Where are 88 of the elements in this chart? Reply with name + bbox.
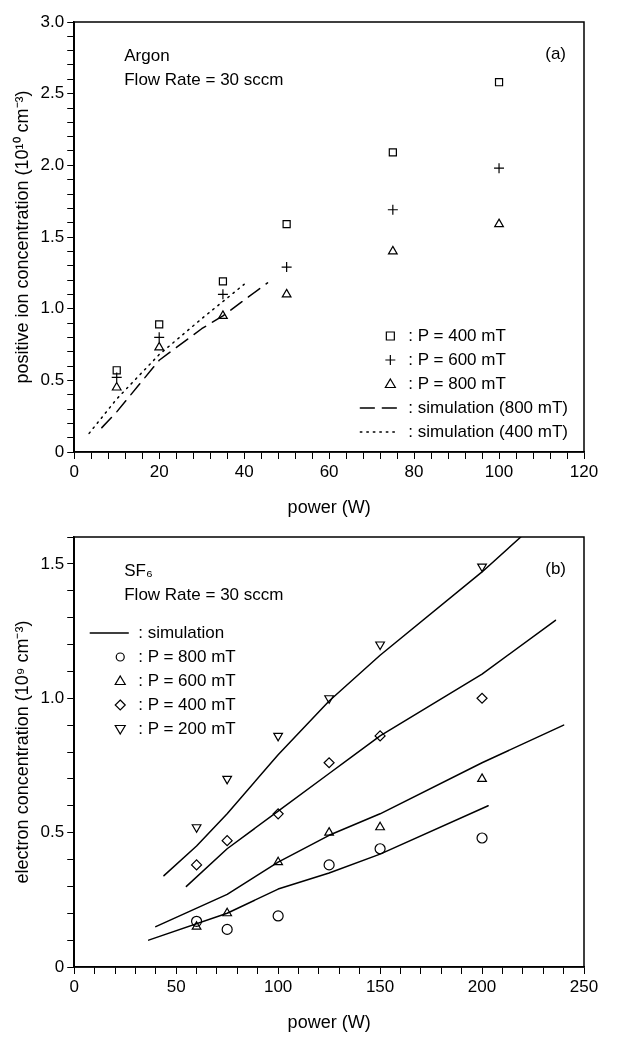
point <box>155 320 164 329</box>
x-tick-label: 120 <box>569 461 599 481</box>
point <box>190 859 203 871</box>
point <box>191 824 202 833</box>
y-tick-label: 1.5 <box>40 226 65 246</box>
point <box>323 757 335 769</box>
point <box>191 921 202 930</box>
legend-label: : P = 400 mT <box>138 694 236 714</box>
point <box>375 821 386 831</box>
point <box>374 730 386 742</box>
y-tick-label: 2.5 <box>40 83 65 103</box>
annotation: Flow Rate = 30 sccm <box>124 584 284 604</box>
legend-label: : P = 200 mT <box>138 718 236 738</box>
point <box>494 78 504 87</box>
point <box>222 907 233 917</box>
line-series <box>101 282 269 429</box>
annotation: (b) <box>545 558 566 578</box>
point <box>387 245 398 255</box>
point <box>494 218 504 228</box>
point <box>282 219 291 229</box>
x-tick-label: 40 <box>234 461 254 481</box>
y-tick-label: 1.5 <box>40 553 65 573</box>
point <box>217 310 228 319</box>
point <box>272 808 284 820</box>
point <box>324 695 335 704</box>
point <box>154 341 165 351</box>
point <box>388 148 397 157</box>
annotation: SF₆ <box>124 560 153 580</box>
x-tick-label: 0 <box>69 976 79 996</box>
point <box>477 563 487 573</box>
point <box>111 381 122 391</box>
x-tick-label: 50 <box>166 976 186 996</box>
legend-label: : P = 800 mT <box>138 646 236 666</box>
legend-label: : simulation (800 mT) <box>408 397 569 417</box>
x-tick-label: 150 <box>365 976 395 996</box>
point <box>153 331 165 343</box>
x-axis-title: power (W) <box>287 1012 371 1033</box>
point <box>272 910 284 922</box>
x-axis-title: power (W) <box>287 497 371 518</box>
legend-label: : P = 400 mT <box>408 325 506 345</box>
x-tick-label: 20 <box>149 461 169 481</box>
point <box>374 843 386 855</box>
point <box>221 923 233 935</box>
point <box>387 204 399 216</box>
line-series <box>88 283 245 435</box>
point <box>221 835 233 847</box>
x-tick-label: 0 <box>69 461 79 481</box>
annotation: Flow Rate = 30 sccm <box>124 69 284 89</box>
point <box>477 773 487 782</box>
point <box>273 732 284 742</box>
legend-label: : P = 800 mT <box>408 373 506 393</box>
y-tick-label: 0 <box>54 956 65 976</box>
legend-label: : P = 600 mT <box>138 670 236 690</box>
point <box>273 856 284 866</box>
point <box>190 915 203 927</box>
y-tick-label: 1.0 <box>40 687 65 707</box>
y-tick-label: 0.5 <box>40 370 65 390</box>
point <box>217 288 229 300</box>
point <box>281 261 293 273</box>
legend-label: : P = 600 mT <box>408 349 506 369</box>
x-tick-label: 250 <box>569 976 599 996</box>
y-axis-title: electron concentration (10⁹ cm⁻³) <box>11 620 32 884</box>
point <box>222 775 233 785</box>
annotation: Argon <box>124 45 170 65</box>
legend-label: : simulation <box>138 622 225 642</box>
legend-label: : simulation (400 mT) <box>408 421 569 441</box>
point <box>111 371 123 384</box>
point <box>218 277 228 286</box>
point <box>476 832 488 844</box>
y-tick-label: 3.0 <box>40 11 65 31</box>
annotation: (a) <box>545 43 566 63</box>
point <box>281 288 292 298</box>
point <box>112 366 121 375</box>
point <box>476 692 488 704</box>
point <box>375 641 386 651</box>
y-tick-label: 0.5 <box>40 822 65 842</box>
y-tick-label: 1.0 <box>40 298 65 318</box>
y-axis-title: positive ion concentration (10¹⁰ cm⁻³) <box>11 90 32 384</box>
point <box>324 827 335 836</box>
x-tick-label: 80 <box>404 461 424 481</box>
x-tick-label: 100 <box>484 461 514 481</box>
x-tick-label: 200 <box>467 976 497 996</box>
x-tick-label: 60 <box>319 461 339 481</box>
point <box>323 859 335 871</box>
x-tick-label: 100 <box>263 976 293 996</box>
y-tick-label: 0 <box>54 441 65 461</box>
y-tick-label: 2.0 <box>40 155 65 175</box>
point <box>493 162 505 174</box>
